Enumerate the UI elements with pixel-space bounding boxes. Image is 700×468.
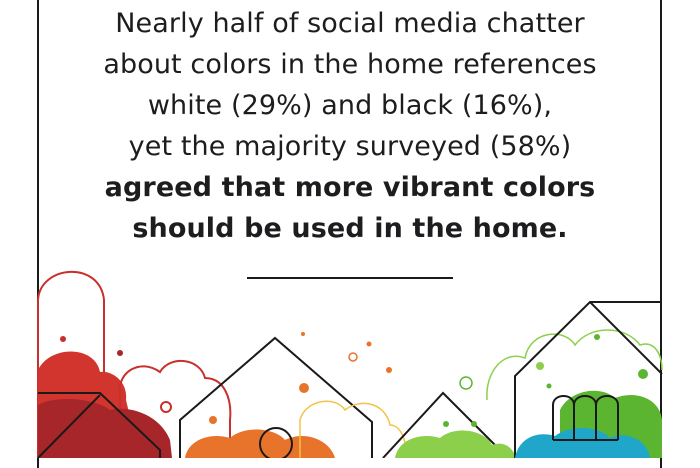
orange-dot-icon — [366, 341, 372, 347]
house-outline-icon — [382, 391, 506, 458]
statement-emphasis-line-2: should be used in the home. — [132, 213, 568, 244]
statement-text: Nearly half of social media chatter abou… — [0, 3, 700, 249]
green-paint-splash-icon — [395, 430, 515, 458]
green-ring-icon — [459, 376, 473, 390]
card-frame — [37, 0, 662, 468]
arch-window-icon — [552, 395, 619, 441]
statement-line-3: white (29%) and black (16%), — [147, 90, 553, 121]
green-dot-icon — [536, 362, 544, 370]
dark-red-splash-icon — [38, 398, 172, 458]
arch-window-icon — [259, 427, 293, 458]
house-roof-outline-icon — [589, 301, 663, 375]
red-cloud-outline-icon — [37, 270, 105, 458]
green-dot-icon — [546, 383, 552, 389]
green-cloud-outline-icon — [486, 329, 663, 401]
orange-dot-icon — [301, 332, 305, 336]
statement-line-1: Nearly half of social media chatter — [115, 8, 585, 39]
orange-dot-icon — [209, 416, 217, 424]
statement-line-2: about colors in the home references — [103, 49, 597, 80]
divider-line — [247, 277, 453, 279]
house-outline-icon — [38, 392, 161, 458]
house-outline-icon — [514, 301, 662, 458]
blue-paint-splash-icon — [515, 427, 650, 458]
green-dot-icon — [594, 334, 600, 340]
statement-emphasis-line-1: agreed that more vibrant colors — [104, 172, 596, 203]
house-roof-outline-icon — [37, 394, 101, 458]
yellow-cloud-outline-icon — [299, 400, 407, 458]
houses-illustration — [37, 270, 663, 458]
red-cloud-outline-2-icon — [118, 359, 232, 458]
green-dot-icon — [471, 421, 477, 427]
green-dot-icon — [638, 369, 648, 379]
red-dot-icon — [117, 350, 123, 356]
orange-dot-icon — [299, 383, 309, 393]
red-ring-icon — [160, 401, 172, 413]
house-outline-icon — [179, 336, 373, 458]
orange-dot-icon — [386, 367, 392, 373]
green-dot-icon — [443, 421, 449, 427]
orange-ring-icon — [348, 352, 358, 362]
red-dot-icon — [60, 336, 66, 342]
statement-line-4: yet the majority surveyed (58%) — [128, 131, 572, 162]
